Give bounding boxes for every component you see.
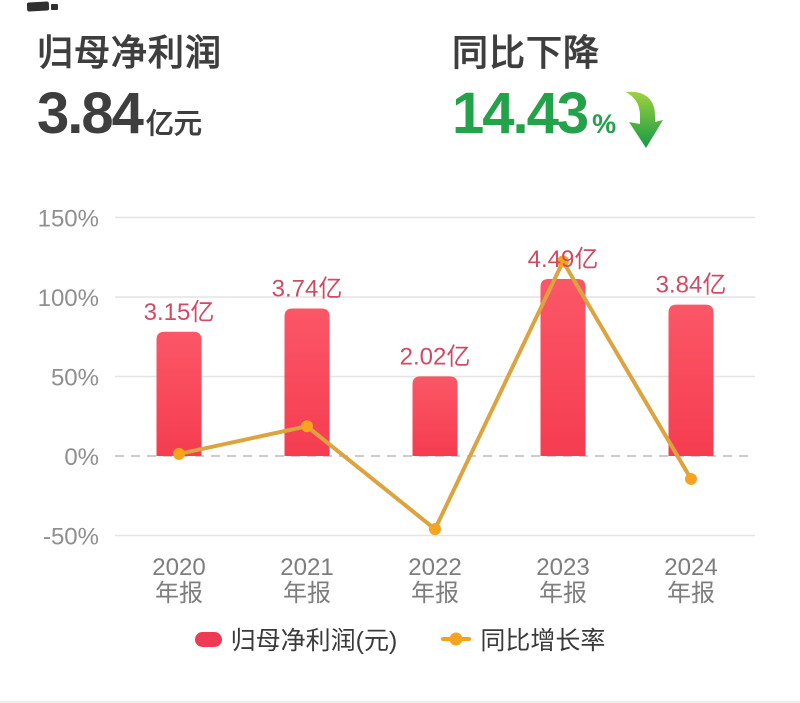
growth-point-2024[interactable] (685, 472, 697, 485)
legend-item-net-profit[interactable]: 归母净利润(元) (194, 621, 398, 657)
net-profit-title: 归母净利润 (37, 32, 223, 73)
net-profit-value: 3.84 (37, 81, 144, 146)
bar-2021[interactable] (284, 308, 330, 456)
growth-point-2023[interactable] (557, 255, 569, 268)
bar-series-swatch (194, 631, 222, 647)
net-profit-metric: 归母净利润 3.84 亿元 (37, 30, 222, 146)
bar-value-label-2022: 2.02亿 (400, 343, 471, 370)
bottom-divider (0, 701, 800, 703)
green-down-arrow-icon (626, 91, 664, 148)
bar-2024[interactable] (668, 304, 714, 456)
x-tick-period-2022: 年报 (411, 580, 459, 607)
bar-value-label-2021: 3.74亿 (272, 276, 343, 303)
bar-value-label-2020: 3.15亿 (144, 299, 215, 326)
x-tick-year-2024: 2024 (664, 554, 717, 581)
bar-value-label-2024: 3.84亿 (656, 272, 727, 299)
y-tick--50: -50% (43, 524, 99, 551)
x-tick-year-2022: 2022 (408, 554, 461, 581)
growth-point-2021[interactable] (301, 420, 313, 433)
x-tick-period-2021: 年报 (283, 580, 331, 607)
bar-value-label-2023: 4.49亿 (528, 246, 599, 273)
net-profit-unit: 亿元 (145, 108, 202, 139)
x-tick-period-2020: 年报 (155, 580, 203, 607)
yoy-change-percent-sign: % (592, 109, 617, 139)
bar-2022[interactable] (412, 376, 458, 456)
x-tick-year-2023: 2023 (536, 554, 589, 581)
yoy-change-title: 同比下降 (452, 32, 601, 73)
yoy-change-value: 14.43 (452, 81, 589, 146)
y-tick-0: 0% (64, 444, 99, 471)
y-tick-150: 150% (38, 206, 99, 233)
chart-legend: 归母净利润(元) 同比增长率 (0, 621, 800, 657)
yoy-change-metric: 同比下降 14.43 % (452, 30, 664, 148)
y-tick-100: 100% (38, 285, 99, 312)
bar-2023[interactable] (540, 278, 586, 456)
legend-label-net-profit: 归母净利润(元) (230, 627, 398, 655)
x-tick-period-2024: 年报 (667, 580, 715, 607)
growth-point-2022[interactable] (429, 523, 441, 536)
line-series-swatch (441, 632, 472, 646)
x-tick-period-2023: 年报 (539, 580, 587, 607)
legend-item-growth-rate[interactable]: 同比增长率 (441, 621, 605, 657)
x-tick-year-2021: 2021 (280, 554, 333, 581)
growth-point-2020[interactable] (173, 447, 185, 460)
line-series-dot (449, 632, 463, 646)
cropped-glyph-fragment (51, 4, 58, 10)
y-tick-50: 50% (51, 365, 99, 392)
legend-label-growth-rate: 同比增长率 (480, 627, 606, 655)
bar-2020[interactable] (156, 331, 202, 456)
x-tick-year-2020: 2020 (152, 554, 205, 581)
